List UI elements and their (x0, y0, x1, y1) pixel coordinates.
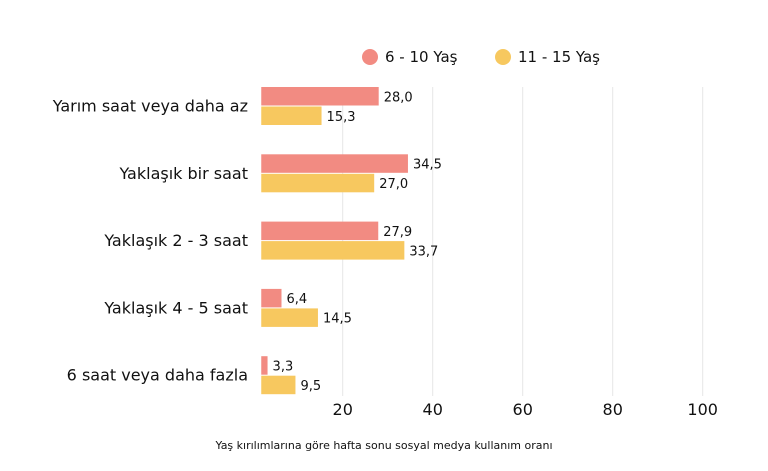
legend-label: 6 - 10 Yaş (385, 48, 458, 66)
x-tick-label: 80 (603, 400, 623, 419)
bar-age-11-15 (261, 375, 296, 395)
data-label: 15,3 (327, 110, 356, 125)
bar-age-6-10 (261, 221, 379, 241)
category-label: Yaklaşık bir saat (118, 164, 248, 183)
data-label: 34,5 (413, 158, 442, 173)
category-label: Yaklaşık 2 - 3 saat (103, 231, 248, 250)
legend-label: 11 - 15 Yaş (518, 48, 600, 66)
data-label: 9,5 (300, 379, 321, 394)
legend-marker (362, 49, 378, 65)
chart-caption: Yaş kırılımlarına göre hafta sonu sosyal… (214, 439, 552, 452)
data-label: 28,0 (384, 90, 413, 105)
bar-age-6-10 (261, 288, 282, 308)
bar-age-6-10 (261, 87, 379, 106)
data-label: 33,7 (409, 244, 438, 259)
bar-age-6-10 (261, 154, 408, 173)
bar-age-11-15 (261, 308, 318, 327)
legend-marker (495, 49, 511, 65)
x-tick-label: 60 (513, 400, 533, 419)
data-label: 27,9 (383, 225, 412, 240)
category-label: Yaklaşık 4 - 5 saat (103, 298, 248, 317)
category-label: Yarım saat veya daha az (52, 97, 248, 116)
bar-age-11-15 (261, 106, 322, 125)
data-label: 14,5 (323, 312, 352, 327)
category-label: 6 saat veya daha fazla (67, 366, 248, 385)
data-label: 27,0 (379, 177, 408, 192)
x-tick-label: 100 (687, 400, 718, 419)
bar-age-11-15 (261, 173, 375, 193)
data-label: 6,4 (287, 292, 308, 307)
x-tick-label: 20 (333, 400, 353, 419)
bar-age-6-10 (261, 356, 268, 375)
bar-age-11-15 (261, 241, 405, 260)
x-tick-label: 40 (423, 400, 443, 419)
data-label: 3,3 (273, 359, 294, 374)
